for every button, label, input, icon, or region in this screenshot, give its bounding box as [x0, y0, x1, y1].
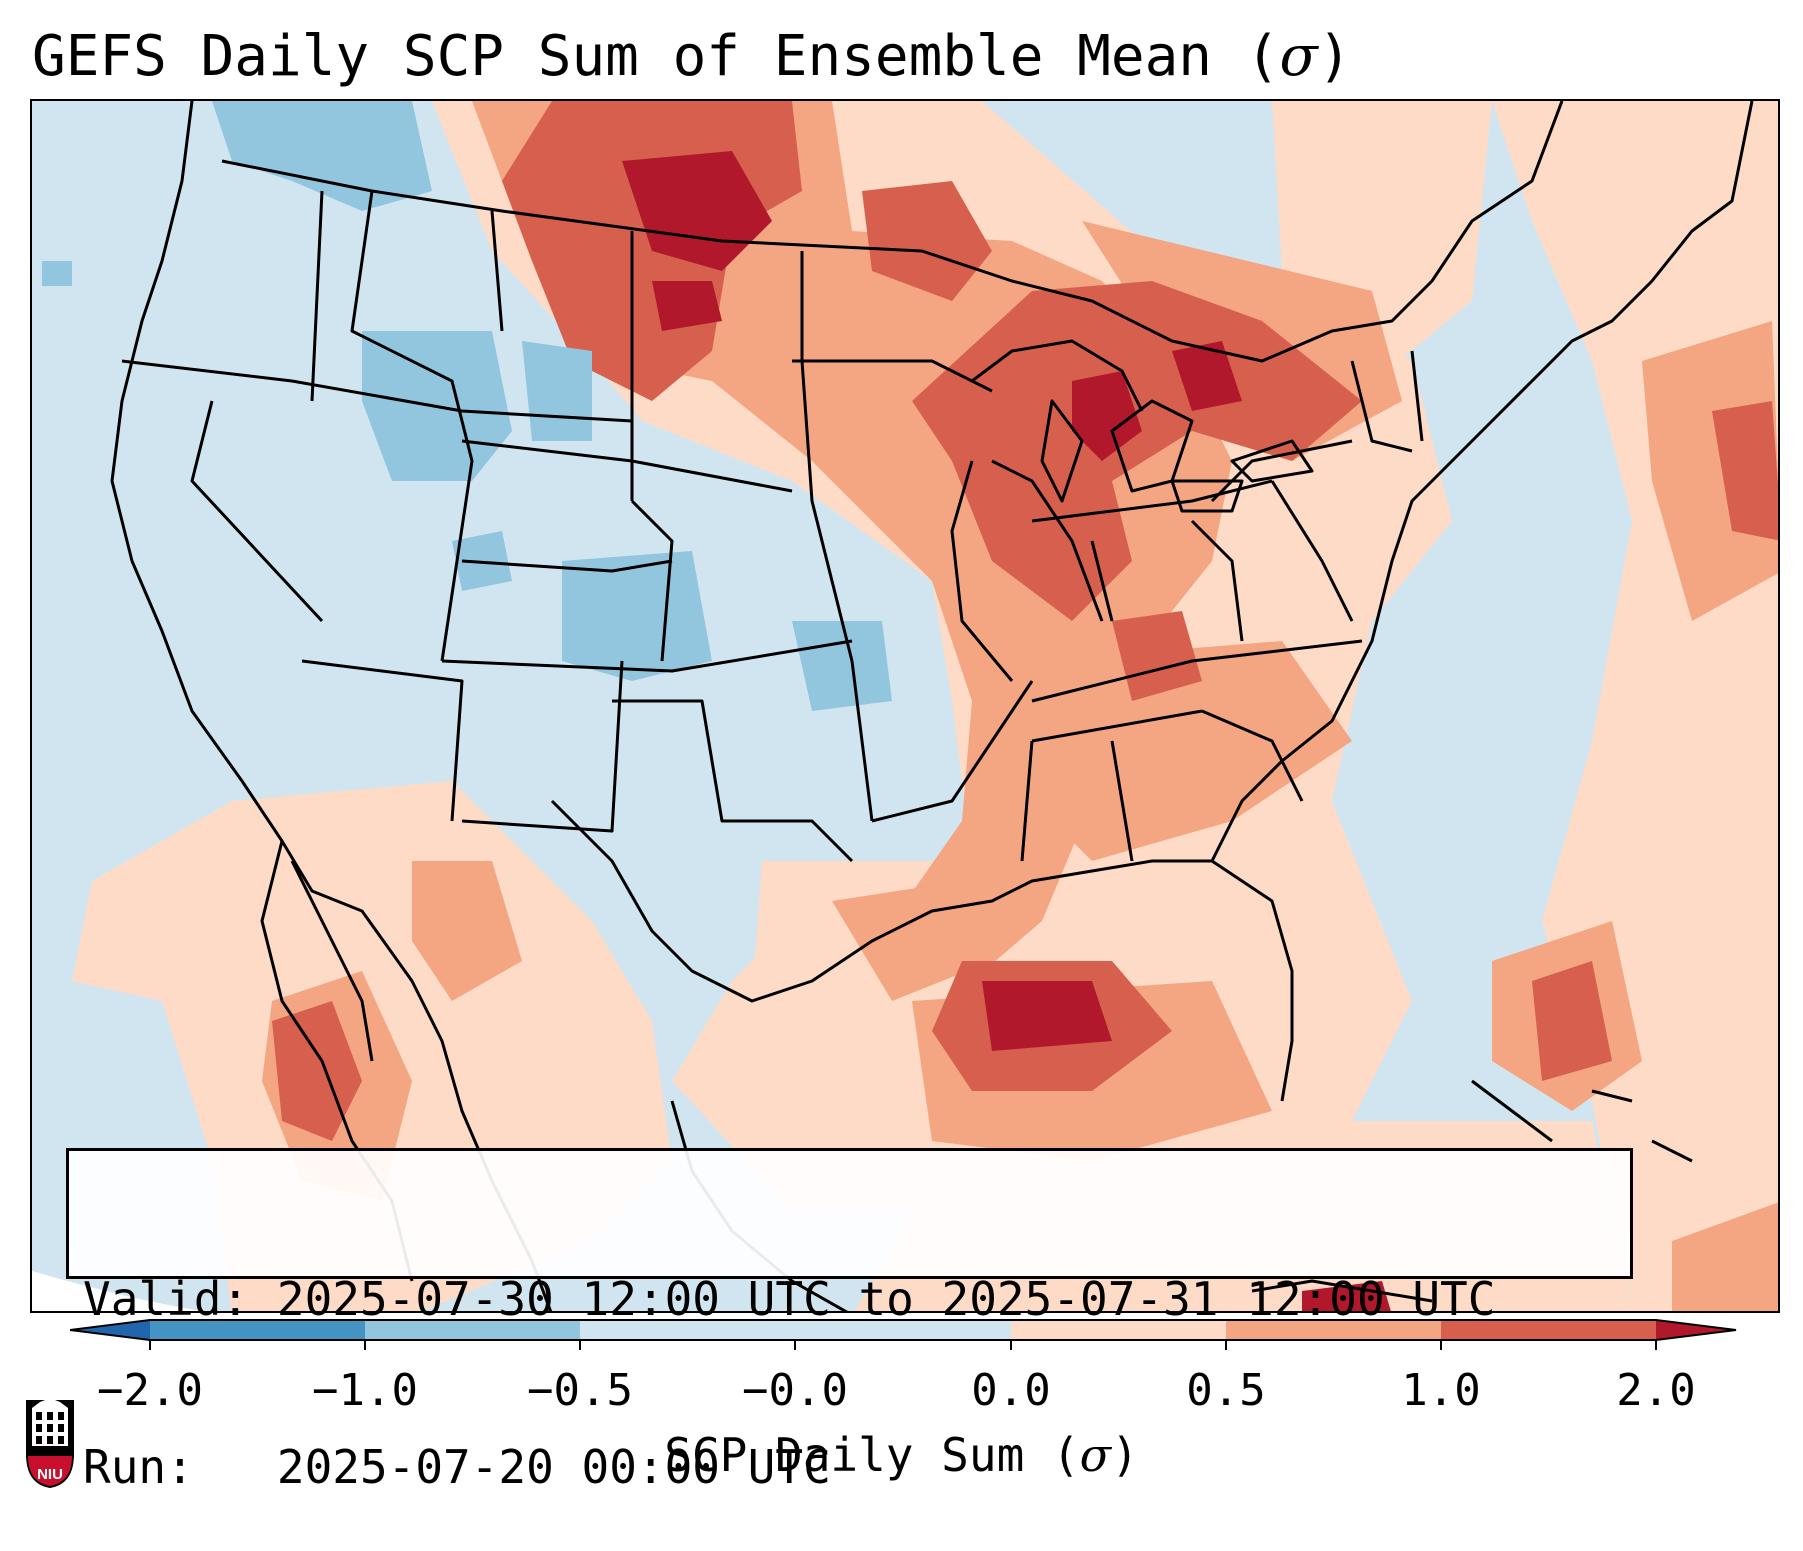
colorbar-tick-label: 0.0: [971, 1365, 1051, 1416]
colorbar-bin-6: [1226, 1320, 1441, 1340]
colorbar-extend-high: [1656, 1320, 1736, 1340]
logo-red-band: [28, 1456, 72, 1486]
colorbar-bin-1: [150, 1320, 365, 1340]
run-value: 2025-07-20 00:00 UTC: [276, 1440, 831, 1494]
colorbar-tick-label: −0.5: [527, 1365, 633, 1416]
run-row: Run: 2025-07-20 00:00 UTC: [83, 1439, 1630, 1495]
colorbar-tick-label: 1.0: [1401, 1365, 1481, 1416]
colorbar-bin-3: [580, 1320, 795, 1340]
colorbar-label: SCP Daily Sum (σ): [0, 1428, 1803, 1482]
colorbar-tick-label: 2.0: [1616, 1365, 1696, 1416]
colorbar-tick-label: 0.5: [1186, 1365, 1266, 1416]
colorbar-tick-label: −0.0: [742, 1365, 848, 1416]
projection-edge-left: [32, 1271, 203, 1311]
state-boundaries: [110, 101, 1754, 1311]
colorbar-tick-label: −1.0: [312, 1365, 418, 1416]
colorbar: [70, 1319, 1737, 1350]
colorbar-label-close: ): [1111, 1428, 1139, 1482]
logo-text: NIU: [37, 1466, 63, 1483]
valid-value: 2025-07-30 12:00 UTC to 2025-07-31 12:00…: [276, 1272, 1496, 1326]
colorbar-label-sigma: σ: [1079, 1428, 1112, 1482]
map-panel: [30, 99, 1780, 1313]
valid-row: Valid: 2025-07-30 12:00 UTC to 2025-07-3…: [83, 1271, 1630, 1327]
map-title: GEFS Daily SCP Sum of Ensemble Mean (σ): [32, 22, 1351, 92]
run-label: Run:: [83, 1440, 194, 1494]
niu-logo: [26, 1398, 74, 1488]
title-text: GEFS Daily SCP Sum of Ensemble Mean (: [32, 24, 1280, 89]
colorbar-bin-7: [1441, 1320, 1656, 1340]
title-sigma: σ: [1279, 24, 1318, 89]
valid-run-info-box: Valid: 2025-07-30 12:00 UTC to 2025-07-3…: [66, 1148, 1633, 1494]
colorbar-bin-2: [365, 1320, 580, 1340]
logo-building: [32, 1398, 68, 1446]
colorbar-bin-5: [1011, 1320, 1226, 1340]
colorbar-label-text: SCP Daily Sum (: [664, 1428, 1080, 1482]
logo-windows: [36, 1412, 64, 1444]
title-close: ): [1317, 24, 1352, 89]
map-canvas: [32, 101, 1778, 1311]
colorbar-tick-label: −2.0: [97, 1365, 203, 1416]
valid-label: Valid:: [83, 1272, 250, 1326]
colorbar-extend-low: [70, 1320, 150, 1340]
colorbar-ticks: [149, 1340, 1657, 1350]
field-negative: [42, 101, 892, 711]
colorbar-bin-4: [795, 1320, 1011, 1340]
